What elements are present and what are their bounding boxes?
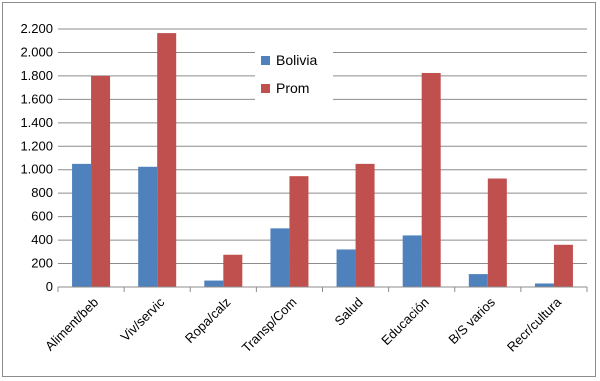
x-tick-label: Transp/Com: [239, 295, 300, 356]
y-tick-label: 0: [46, 279, 53, 294]
legend: Bolivia Prom: [255, 51, 333, 109]
x-tick-label: Aliment/beb: [42, 295, 101, 354]
y-tick-label: 1.000: [20, 162, 53, 177]
y-tick-label: 1.600: [20, 91, 53, 106]
bar-bolivia-5: [402, 235, 422, 287]
bar-prom-5: [421, 72, 441, 288]
bar-bolivia-7: [534, 283, 554, 287]
bar-prom-4: [355, 163, 375, 287]
y-axis-tick-labels: 0 200 400 600 800 1.000 1.200 1.400 1.600 1.800 2.…: [20, 21, 53, 294]
bar-prom-3: [289, 176, 309, 287]
bar-prom-2: [223, 254, 243, 287]
x-axis: [57, 286, 588, 292]
y-tick-label: 800: [31, 185, 53, 200]
x-axis-tick-labels: Aliment/beb Viv/servic Ropa/calz Transp/Com…: [42, 294, 565, 355]
x-tick-label: Recr/cultura: [504, 294, 565, 355]
x-tick-label: B/S varios: [445, 294, 498, 347]
x-tick-label: Viv/servic: [118, 294, 168, 344]
legend-swatch-prom: [261, 84, 270, 93]
legend-label-bolivia: Bolivia: [276, 52, 317, 68]
bar-bolivia-6: [468, 274, 488, 287]
bar-bolivia-1: [138, 166, 158, 287]
y-tick-label: 200: [31, 256, 53, 271]
chart-frame: 0 200 400 600 800 1.000 1.200 1.400 1.600 1.800 2.…: [2, 2, 596, 377]
y-tick-label: 2.000: [20, 44, 53, 59]
legend-swatch-bolivia: [261, 56, 270, 65]
x-tick-label: Ropa/calz: [182, 295, 233, 346]
bar-bolivia-2: [204, 280, 224, 287]
y-tick-label: 600: [31, 209, 53, 224]
legend-label-prom: Prom: [276, 80, 309, 96]
bar-bolivia-0: [72, 163, 92, 287]
bar-bolivia-4: [336, 249, 356, 287]
y-tick-label: 1.800: [20, 68, 53, 83]
bar-prom-7: [553, 244, 573, 287]
x-tick-label: Educación: [378, 295, 432, 349]
y-tick-label: 1.400: [20, 115, 53, 130]
bar-prom-1: [157, 33, 177, 287]
bars: [72, 33, 573, 288]
x-tick-label: Salud: [332, 295, 366, 329]
y-tick-label: 400: [31, 232, 53, 247]
y-tick-label: 2.200: [20, 21, 53, 36]
bar-bolivia-3: [270, 228, 290, 287]
bar-prom-0: [91, 75, 111, 287]
bar-chart: 0 200 400 600 800 1.000 1.200 1.400 1.600 1.800 2.…: [20, 21, 588, 355]
bar-prom-6: [487, 178, 507, 287]
y-tick-label: 1.200: [20, 138, 53, 153]
